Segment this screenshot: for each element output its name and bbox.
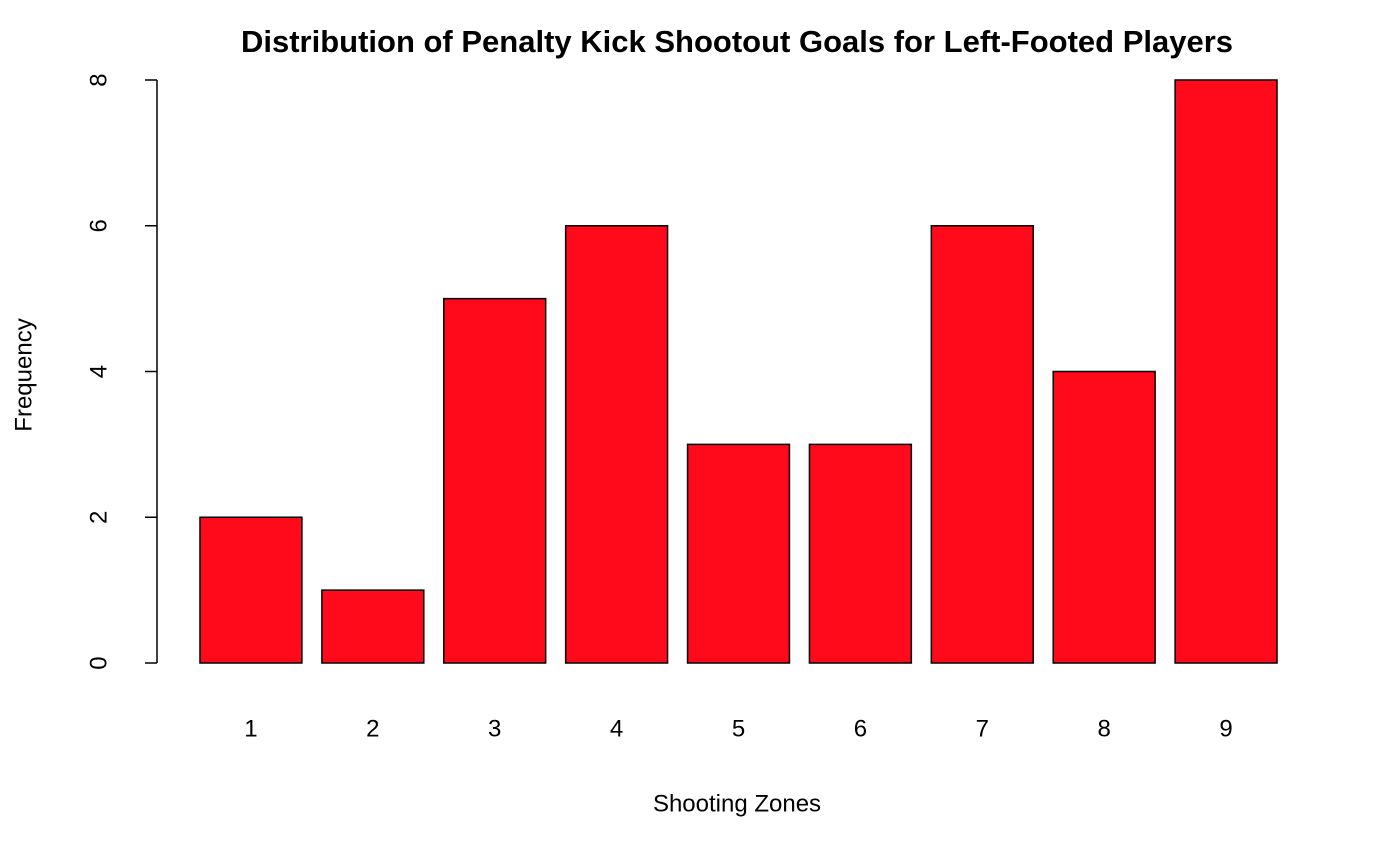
bar (808, 443, 913, 664)
y-tick-label: 6 (85, 219, 112, 232)
x-tick-label: 1 (244, 715, 257, 742)
bar (564, 225, 669, 664)
y-tick-label: 8 (85, 73, 112, 86)
x-tick-label: 3 (488, 715, 501, 742)
bar (686, 443, 791, 664)
x-tick-label: 6 (854, 715, 867, 742)
y-axis-label: Frequency (10, 318, 37, 431)
x-tick-label: 9 (1219, 715, 1232, 742)
bar (443, 297, 547, 664)
x-tick-label: 5 (732, 715, 745, 742)
bar (321, 589, 425, 664)
bar (1052, 370, 1156, 664)
y-tick-label: 2 (85, 511, 112, 524)
bar (1174, 79, 1278, 664)
y-tick-label: 0 (85, 656, 112, 669)
x-tick-label: 8 (1097, 715, 1110, 742)
bar (199, 516, 303, 664)
x-tick-label: 7 (976, 715, 989, 742)
x-tick-label: 2 (366, 715, 379, 742)
chart-title: Distribution of Penalty Kick Shootout Go… (241, 24, 1233, 59)
bar (930, 225, 1034, 664)
y-tick-label: 4 (85, 365, 112, 378)
x-axis-label: Shooting Zones (653, 790, 821, 817)
x-tick-label: 4 (610, 715, 623, 742)
